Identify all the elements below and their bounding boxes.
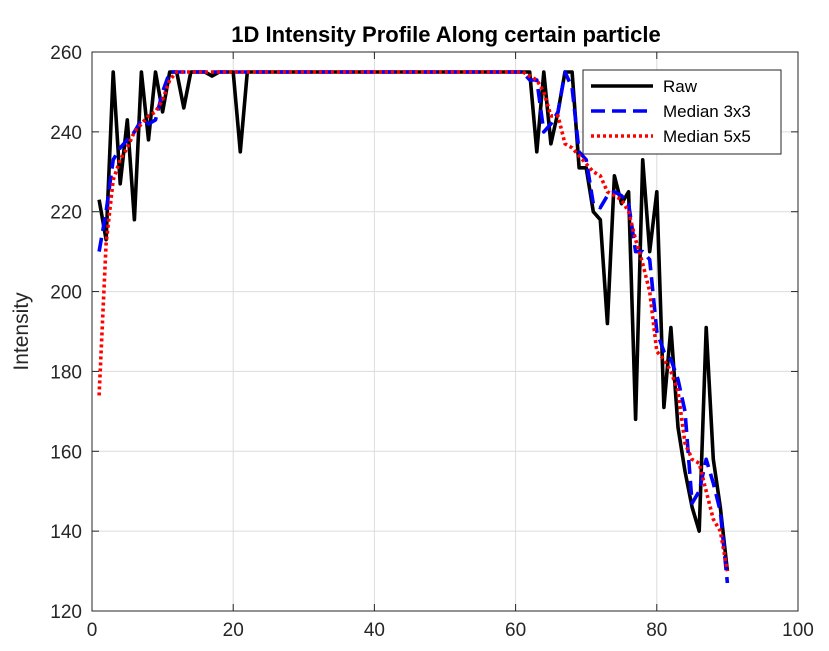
y-tick-label: 140: [50, 522, 82, 543]
chart-title: 1D Intensity Profile Along certain parti…: [231, 22, 661, 47]
legend: Raw Median 3x3 Median 5x5: [582, 69, 782, 155]
y-tick-label: 160: [50, 442, 82, 463]
x-tick-label: 60: [505, 620, 526, 641]
y-tick-label: 200: [50, 283, 82, 304]
y-tick-label: 240: [50, 123, 82, 144]
x-tick-label: 100: [782, 620, 814, 641]
legend-label: Raw: [663, 77, 698, 96]
legend-label: Median 5x5: [663, 127, 751, 146]
x-tick-label: 40: [364, 620, 385, 641]
plot-frame: [91, 51, 799, 612]
y-tick-label: 180: [50, 362, 82, 383]
legend-label: Median 3x3: [663, 102, 751, 121]
y-tick-label: 220: [50, 203, 82, 224]
x-tick-label: 80: [646, 620, 667, 641]
series-line-median-5x5: [97, 70, 730, 572]
axis-ticks: 0 20 40 60 80 100 120 140 160 180 200 220 240 260: [50, 43, 814, 641]
series-line-median-3x3: [97, 70, 730, 584]
x-tick-label: 20: [223, 620, 244, 641]
y-axis-label: Intensity: [10, 292, 33, 371]
x-tick-label: 0: [87, 620, 98, 641]
y-tick-label: 120: [50, 602, 82, 623]
y-tick-label: 260: [50, 43, 82, 64]
series-layer: [97, 70, 730, 584]
